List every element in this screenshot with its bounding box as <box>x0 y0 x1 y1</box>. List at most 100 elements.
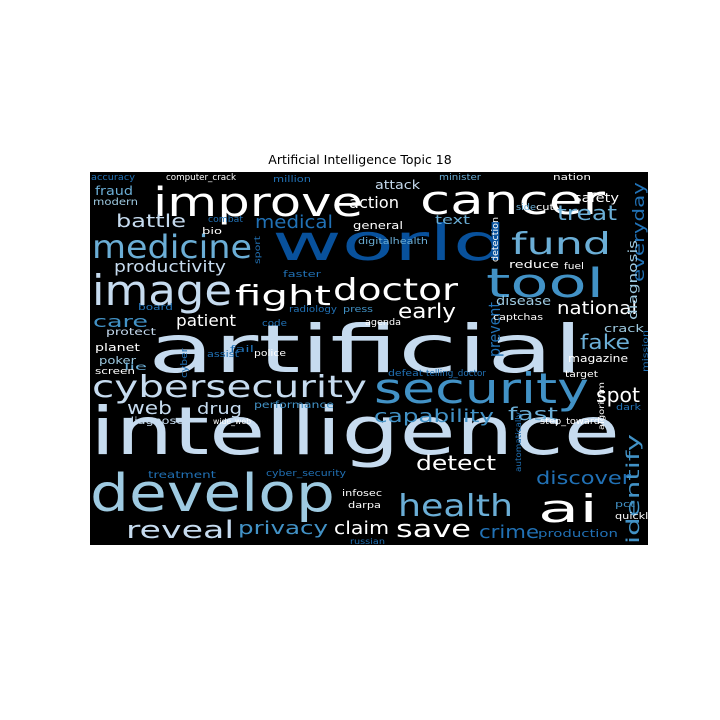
word-nation: nation <box>553 173 591 183</box>
word-sport: sport <box>253 236 262 264</box>
word-drug: drug <box>197 399 242 418</box>
word-medicine: medicine <box>92 228 252 266</box>
word-cancer: cancer <box>420 178 606 224</box>
word-crack: crack <box>604 322 645 335</box>
word-crime: crime <box>479 522 539 543</box>
word-assist: assist <box>207 350 240 360</box>
word-text: text <box>435 213 470 227</box>
word-combat: combat <box>208 215 243 225</box>
word-web: web <box>127 398 172 419</box>
word-press: press <box>343 305 373 315</box>
word-screen: screen <box>95 367 135 377</box>
word-world: world <box>272 214 507 272</box>
word-fast: fast <box>508 404 558 425</box>
word-police: police <box>254 349 287 359</box>
word-develop: develop <box>90 464 335 524</box>
word-magazine: magazine <box>568 352 628 365</box>
word-diagnose: diagnose <box>126 416 184 427</box>
word-accuracy: accuracy <box>91 173 136 183</box>
word-general: general <box>353 219 403 232</box>
word-everyday: everyday <box>629 182 648 282</box>
word-minister: minister <box>439 173 481 183</box>
word-productivity: productivity <box>114 257 226 276</box>
word-early: early <box>398 299 456 323</box>
word-cloud-panel: artificial intelligence develop world securi… <box>90 172 648 545</box>
word-image: image <box>92 266 232 315</box>
word-agenda: agenda <box>365 318 401 328</box>
word-defeat: defeat <box>388 369 424 379</box>
word-quickly: quickly <box>615 512 648 522</box>
word-discover: discover <box>536 468 632 489</box>
word-intelligence: intelligence <box>90 393 620 470</box>
word-mission: mission <box>641 330 648 372</box>
word-identify: identify <box>623 433 644 544</box>
word-prevent: prevent <box>485 302 504 357</box>
word-claim: claim <box>334 518 389 539</box>
word-radiology: radiology <box>289 305 338 315</box>
word-production: production <box>538 527 618 540</box>
word-medical: medical <box>255 212 333 233</box>
word-automatically: automatically <box>514 412 523 472</box>
word-detect: detect <box>416 451 496 475</box>
word-darpa: darpa <box>348 501 381 511</box>
word-performance: performance <box>254 400 334 411</box>
word-digitalhealth: digitalhealth <box>358 237 428 247</box>
word-faster: faster <box>283 270 321 280</box>
word-captchas: captchas <box>493 313 543 323</box>
word-infosec: infosec <box>342 489 382 499</box>
word-national: national <box>557 298 637 319</box>
word-million: million <box>273 175 311 185</box>
word-attack: attack <box>375 178 420 192</box>
word-action: action <box>349 193 399 212</box>
word-privacy: privacy <box>238 518 328 539</box>
word-dark: dark <box>616 403 642 413</box>
word-planet: planet <box>95 341 141 354</box>
word-capability: capability <box>374 406 494 427</box>
word-step-toward: step_toward <box>540 417 600 427</box>
word-health: health <box>398 489 513 524</box>
word-reduce: reduce <box>509 258 559 271</box>
word-diagnosis: diagnosis <box>626 240 640 320</box>
word-telling-doctor: telling_doctor <box>426 369 486 379</box>
word-fraud: fraud <box>95 184 133 198</box>
word-battle: battle <box>116 211 186 232</box>
word-russian: russian <box>350 537 385 545</box>
word-cut: cut <box>536 203 555 213</box>
word-care: care <box>93 312 148 331</box>
word-artificial: artificial <box>148 311 583 388</box>
word-improve: improve <box>153 180 363 226</box>
word-fail: fail <box>230 345 254 355</box>
word-fake: fake <box>580 330 630 354</box>
word-fuel: fuel <box>564 262 584 272</box>
word-code: code <box>262 319 288 329</box>
word-patient: patient <box>176 311 236 330</box>
word-fund: fund <box>511 227 611 262</box>
word-protect: protect <box>106 327 156 338</box>
word-computer-crack: computer_crack <box>166 173 237 183</box>
word-wide-web: wide_web <box>213 417 251 426</box>
word-fight: fight <box>235 279 331 312</box>
word-ai: ai <box>538 487 598 531</box>
word-treat: treat <box>557 201 617 225</box>
word-cyber: cyber <box>180 348 190 378</box>
word-security: security <box>374 364 589 413</box>
word-detection: detection <box>491 217 501 262</box>
word-side: side <box>516 203 536 213</box>
word-safety: safety <box>574 191 619 205</box>
word-board: board <box>138 303 173 313</box>
word-modern: modern <box>93 197 138 208</box>
chart-title: Artificial Intelligence Topic 18 <box>268 152 452 167</box>
word-reveal: reveal <box>126 516 234 544</box>
word-bio: bio <box>202 227 223 237</box>
word-cyber-security: cyber_security <box>266 469 347 479</box>
word-pct: pct <box>615 500 636 510</box>
word-spot: spot <box>596 383 640 407</box>
word-cybersecurity: cybersecurity <box>92 370 367 405</box>
word-algorithm: algorithm <box>597 382 606 430</box>
word-disease: disease <box>496 294 551 308</box>
word-save: save <box>396 515 471 543</box>
word-poker: poker <box>99 354 137 367</box>
word-tool: tool <box>486 261 604 307</box>
